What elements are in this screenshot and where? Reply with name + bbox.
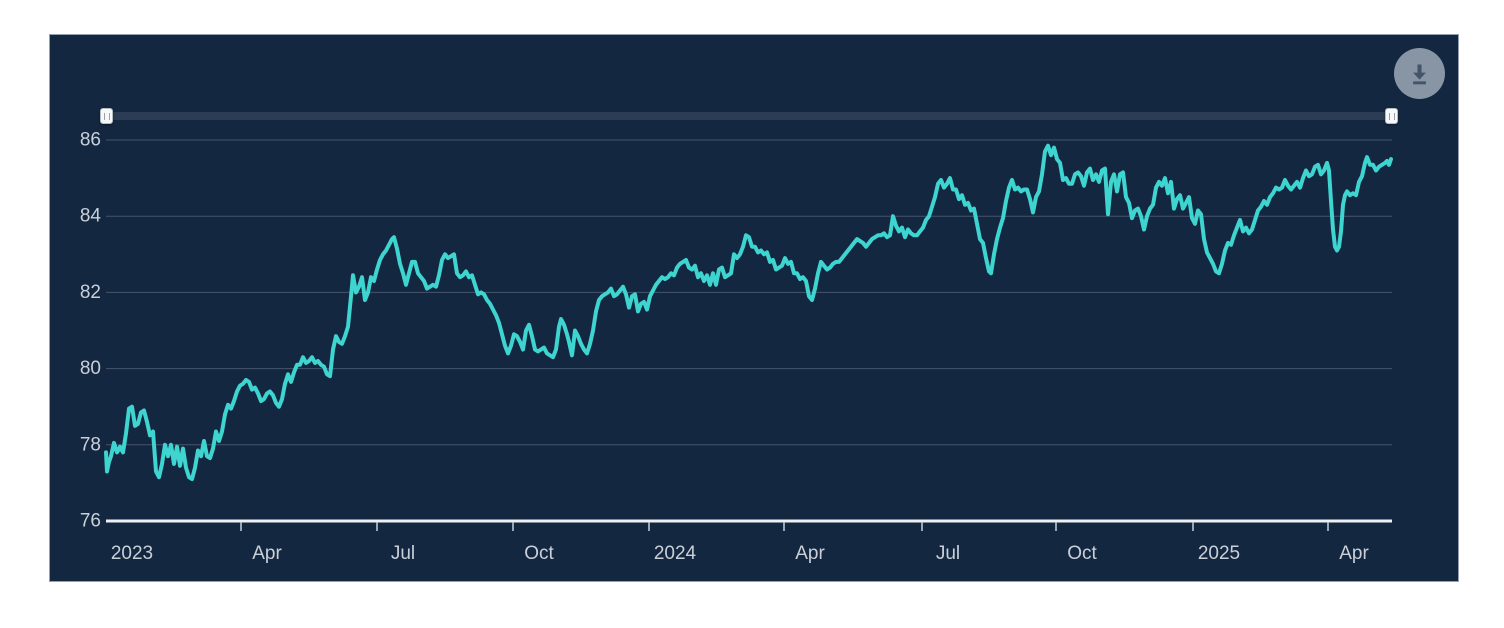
y-axis-label: 76 <box>80 511 101 532</box>
price-line[interactable] <box>104 143 1393 482</box>
y-axis-label: 80 <box>80 358 101 379</box>
range-slider-handle-left[interactable] <box>100 108 113 124</box>
x-axis-label: 2024 <box>654 543 697 564</box>
x-axis-label: Apr <box>252 543 282 564</box>
x-axis-label: Jul <box>391 543 415 564</box>
chart-panel: 76 78 80 82 84 86 2023 Apr Jul Oct 2024 Apr Jul Oct 20… <box>49 34 1459 582</box>
x-axis-label: Apr <box>1339 543 1369 564</box>
price-chart[interactable]: 76 78 80 82 84 86 2023 Apr Jul Oct 2024 Apr Jul Oct 20… <box>50 35 1459 582</box>
slider-grip-icon <box>103 112 110 120</box>
y-axis-label: 78 <box>80 434 101 455</box>
x-axis-label: Oct <box>1067 543 1097 564</box>
slider-grip-icon <box>1388 112 1395 120</box>
x-axis-label: 2023 <box>111 543 153 564</box>
x-axis-label: Jul <box>936 543 960 564</box>
x-axis-label: Oct <box>524 543 554 564</box>
y-axis-label: 82 <box>80 282 101 303</box>
range-slider-handle-right[interactable] <box>1385 108 1398 124</box>
x-axis-label: 2025 <box>1198 543 1240 564</box>
x-axis-label: Apr <box>795 543 825 564</box>
download-button[interactable] <box>1394 48 1445 99</box>
y-axis-label: 84 <box>80 206 102 227</box>
y-axis-label: 86 <box>80 130 101 151</box>
range-slider-track[interactable] <box>106 112 1392 120</box>
download-icon <box>1413 64 1426 85</box>
